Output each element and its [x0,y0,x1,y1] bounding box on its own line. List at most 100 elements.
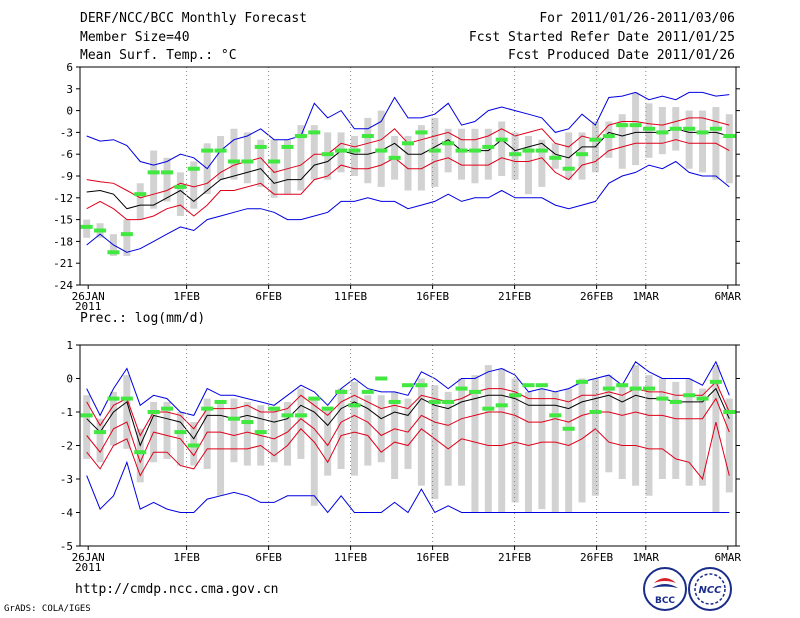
chart-title: DERF/NCC/BCC Monthly Forecast [80,11,307,26]
observed-marker [241,159,254,164]
ensemble-box [524,136,532,195]
observed-marker [415,383,428,388]
ensemble-box [444,128,452,173]
observed-marker [656,130,669,135]
observed-marker [535,148,548,153]
observed-marker [161,170,174,175]
y-tick-label: -3 [60,473,73,486]
y-tick-label: -5 [60,540,73,553]
observed-marker [642,386,655,391]
observed-marker [549,413,562,418]
x-tick-label: 26JAN [72,290,105,303]
ensemble-box [109,391,117,446]
observed-marker [576,152,589,157]
x-tick-label: 1FEB [173,551,200,564]
observed-marker [187,166,200,171]
source-url[interactable]: http://cmdp.ncc.cma.gov.cn [75,582,279,597]
ensemble-box [123,219,131,256]
y-tick-label: -12 [53,192,73,205]
ensemble-box [123,375,131,449]
observed-marker [669,126,682,131]
observed-marker [321,406,334,411]
observed-marker [174,184,187,189]
observed-marker [669,399,682,404]
ensemble-box [337,388,345,469]
ensemble-box [471,128,479,184]
precipitation-panel: -5 -4 -3 -2 -1 0 1 26JAN 1FEB 6FEB 11FEB 16FEB 21FEB… [60,339,742,574]
observed-marker [281,413,294,418]
observed-marker [361,134,374,139]
x-tick-label: 6FEB [255,551,282,564]
observed-marker [602,134,615,139]
y-tick-label: -4 [60,507,74,520]
produced-date-label: Fcst Produced Date 2011/01/26 [508,48,735,63]
observed-marker [709,379,722,384]
ensemble-box [578,378,586,503]
y-tick-label: 3 [66,83,73,96]
y-tick-label: -3 [60,126,73,139]
y-tick-label: -6 [60,148,73,161]
y-tick-label: -15 [53,214,73,227]
ensemble-box [404,398,412,469]
ensemble-box [96,418,104,463]
observed-marker [308,396,321,401]
observed-marker [576,379,589,384]
observed-marker [134,192,147,197]
bcc-logo: BCC [643,567,687,611]
observed-marker [495,403,508,408]
ensemble-box [484,128,492,180]
observed-marker [187,443,200,448]
ensemble-box [444,391,452,486]
observed-marker [201,148,214,153]
ensemble-box [551,391,559,513]
ensemble-box [310,125,318,180]
observed-marker [107,250,120,255]
ensemble-box [230,128,238,180]
observed-marker [442,399,455,404]
ensemble-box [310,398,318,506]
observed-marker [709,126,722,131]
ncc-logo: NCC [688,567,732,611]
observed-marker [80,224,93,229]
observed-marker [455,386,468,391]
observed-marker [562,166,575,171]
series-line-lower2 [86,421,730,481]
x-tick-label: 1MAR [633,290,660,303]
ensemble-box [404,136,412,191]
ensemble-box [431,385,439,500]
observed-marker [629,386,642,391]
observed-marker [268,159,281,164]
y-tick-label: -24 [53,279,73,292]
ensemble-box [538,139,546,187]
observed-marker [214,148,227,153]
series-line-max [86,91,730,170]
x-tick-label: 16FEB [416,290,449,303]
ensemble-box [270,408,278,463]
ensemble-box [498,121,506,176]
observed-marker [361,389,374,394]
y-tick-label: -2 [60,440,73,453]
member-size-label: Member Size=40 [80,30,190,45]
ensemble-box [203,398,211,469]
observed-marker [495,137,508,142]
ncc-logo-text: NCC [698,585,722,596]
bcc-logo-text: BCC [655,596,675,606]
observed-marker [683,126,696,131]
ensemble-box [672,381,680,479]
observed-marker [482,406,495,411]
observed-marker [254,430,267,435]
observed-marker [402,383,414,388]
x-tick-label: 26JAN [72,551,105,564]
ensemble-box [297,388,305,459]
ensemble-box [324,408,332,476]
observed-marker [602,386,615,391]
y-tick-label: -21 [53,257,73,270]
x-tick-label: 11FEB [334,551,367,564]
observed-marker [428,399,441,404]
observed-marker [134,450,147,455]
observed-marker [80,413,93,418]
observed-marker [629,123,642,128]
ensemble-box [712,365,720,513]
ensemble-box [297,125,305,191]
ensemble-box [498,368,506,513]
